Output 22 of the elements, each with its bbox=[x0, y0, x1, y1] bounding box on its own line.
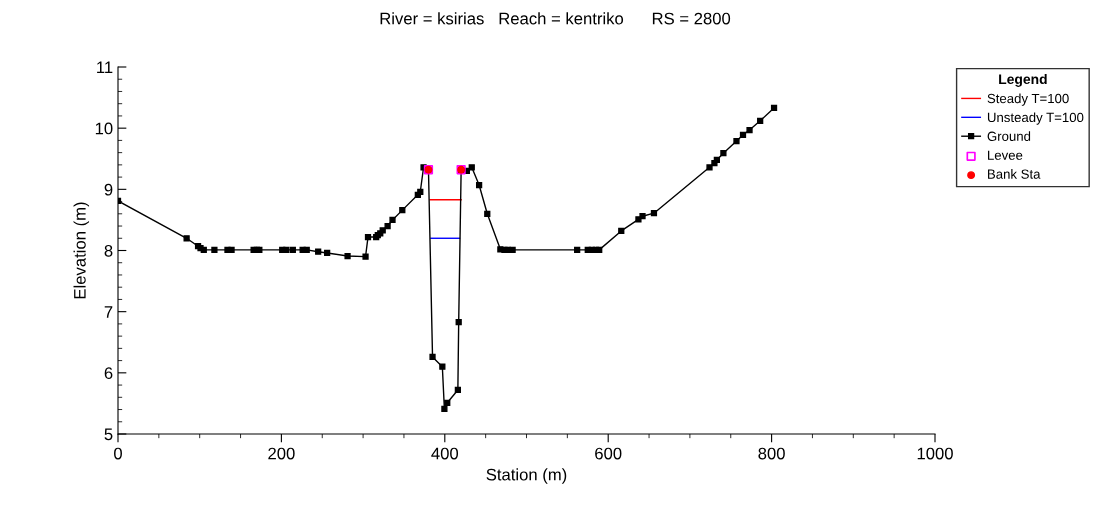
x-tick-label: 200 bbox=[268, 447, 295, 460]
chart-title: River = ksirias Reach = kentriko RS = 2800 bbox=[380, 12, 731, 25]
x-tick-label: 400 bbox=[431, 447, 459, 460]
x-axis-title: Station (m) bbox=[486, 468, 567, 484]
legend-label: Ground bbox=[987, 131, 1031, 141]
y-tick-label: 5 bbox=[104, 428, 113, 441]
y-axis-title: Elevation (m) bbox=[73, 202, 90, 299]
x-tick-label: 600 bbox=[595, 447, 622, 460]
y-tick-label: 8 bbox=[104, 244, 113, 257]
y-tick-label: 10 bbox=[95, 122, 113, 135]
x-tick-label: 0 bbox=[114, 447, 122, 460]
y-tick-label: 11 bbox=[97, 61, 113, 74]
y-tick-label: 6 bbox=[104, 367, 113, 380]
legend-label: Steady T=100 bbox=[987, 93, 1069, 106]
legend-label: Unsteady T=100 bbox=[987, 112, 1084, 125]
x-tick-label: 1000 bbox=[917, 447, 953, 460]
y-tick-label: 7 bbox=[104, 306, 113, 318]
y-tick-label: 9 bbox=[104, 183, 113, 196]
legend-label: Bank Sta bbox=[988, 169, 1041, 179]
legend-title: Legend bbox=[999, 73, 1047, 87]
x-tick-label: 800 bbox=[758, 447, 785, 460]
legend-label: Levee bbox=[988, 150, 1023, 160]
